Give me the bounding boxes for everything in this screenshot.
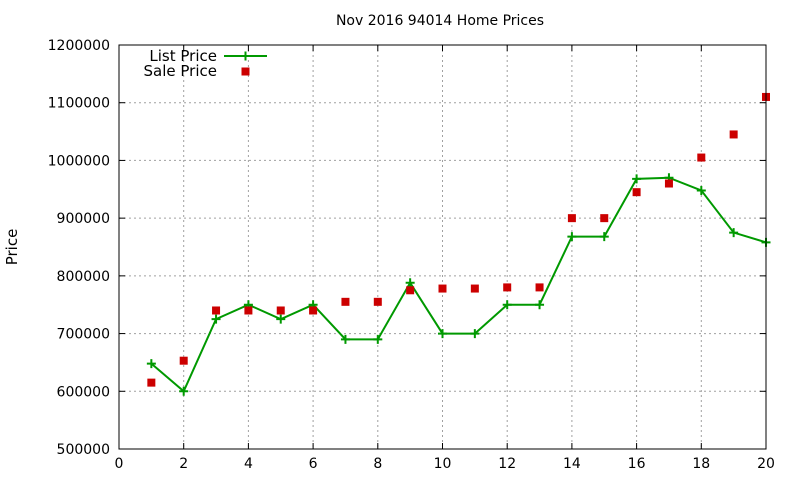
list-price-point	[276, 314, 286, 324]
chart-title: Nov 2016 94014 Home Prices	[336, 13, 544, 29]
list-price-point	[535, 300, 545, 310]
sale-price-point	[179, 356, 188, 365]
list-price-point	[211, 314, 221, 324]
sale-price-point	[503, 283, 512, 292]
legend-label-sale-price: Sale Price	[144, 62, 217, 80]
sale-price-point	[341, 297, 350, 306]
x-tick-label: 16	[628, 456, 646, 472]
list-price-point	[599, 232, 609, 242]
legend-marker-sale-price	[241, 67, 250, 76]
data-series	[146, 92, 771, 396]
list-price-point	[502, 300, 512, 310]
list-price-point	[632, 174, 642, 184]
y-tick-label: 500000	[57, 442, 110, 458]
plot-border	[118, 44, 767, 450]
list-price-line	[150, 176, 767, 393]
sale-price-point	[600, 214, 609, 223]
y-tick-label: 1200000	[48, 38, 110, 54]
list-price-point	[696, 185, 706, 195]
sale-price-point	[373, 297, 382, 306]
sale-price-point	[147, 378, 156, 387]
x-tick-label: 12	[498, 456, 516, 472]
axis-ticks	[118, 44, 767, 450]
sale-price-point	[729, 130, 738, 139]
sale-price-point	[632, 188, 641, 197]
y-tick-label: 700000	[57, 327, 110, 343]
legend-label-list-price: List Price	[149, 47, 217, 65]
y-tick-label: 1000000	[48, 153, 110, 169]
sale-price-point	[276, 306, 285, 315]
x-tick-label: 4	[244, 456, 253, 472]
sale-price-point	[438, 284, 447, 293]
x-tick-label: 18	[692, 456, 710, 472]
sale-price-point	[406, 286, 415, 295]
legend-marker-list-price	[241, 51, 250, 61]
y-tick-label: 900000	[57, 211, 110, 227]
list-price-point	[729, 228, 739, 238]
x-tick-label: 8	[373, 456, 382, 472]
list-price-point	[340, 334, 350, 344]
y-axis-label: Price	[3, 229, 21, 266]
grid-lines	[119, 45, 766, 449]
y-tick-label: 1100000	[48, 96, 110, 112]
sale-price-point	[244, 306, 253, 315]
x-tick-label: 6	[309, 456, 318, 472]
list-price-point	[146, 359, 156, 369]
sale-price-point	[535, 283, 544, 292]
x-tick-label: 0	[115, 456, 124, 472]
sale-price-point	[212, 306, 221, 315]
sale-price-point	[470, 284, 479, 293]
x-tick-label: 14	[563, 456, 581, 472]
x-tick-label: 2	[179, 456, 188, 472]
tick-labels: 0 2 4 6 8 10 12 14 16 18 20 500000 600000 700000 80000…	[48, 38, 775, 472]
y-tick-label: 600000	[57, 384, 110, 400]
list-price-point	[470, 329, 480, 339]
list-price-point	[567, 232, 577, 242]
list-price-point	[179, 386, 189, 396]
y-tick-label: 800000	[57, 269, 110, 285]
list-price-point	[405, 278, 415, 288]
sale-price-point	[567, 214, 576, 223]
list-price-point	[438, 329, 447, 339]
x-tick-label: 20	[757, 456, 775, 472]
sale-price-point	[664, 179, 673, 188]
sale-price-point	[309, 306, 318, 315]
x-tick-label: 10	[434, 456, 452, 472]
list-price-point	[373, 334, 383, 344]
sale-price-point	[697, 153, 706, 162]
